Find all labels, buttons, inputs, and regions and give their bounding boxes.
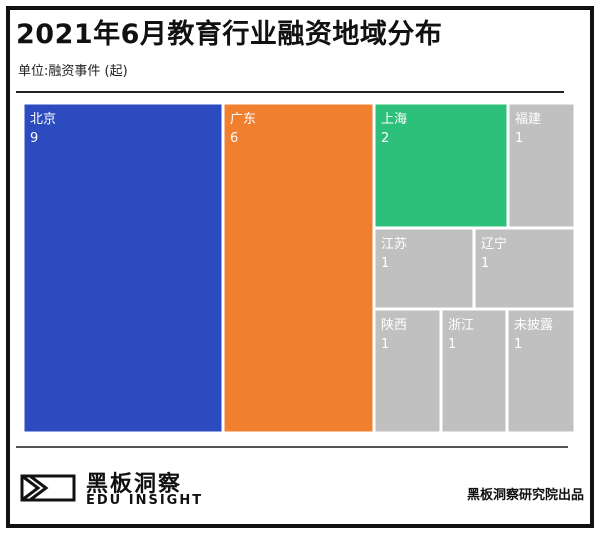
treemap-label-liaoning: 辽宁 [481,236,507,252]
treemap-cell-zhejiang [441,309,507,433]
treemap-label-jiangsu: 江苏 [381,236,407,252]
treemap-label-zhejiang: 浙江 [448,318,474,333]
treemap-value-shaanxi: 1 [381,337,389,352]
treemap-value-undisclosed: 1 [514,337,522,352]
treemap-value-zhejiang: 1 [448,337,456,352]
treemap-cell-jiangsu [374,228,474,309]
treemap-cell-guangdong [223,103,374,433]
treemap-cell-undisclosed [507,309,575,433]
treemap-label-beijing: 北京 [30,112,56,127]
treemap-label-shaanxi: 陕西 [381,318,407,333]
treemap-label-fujian: 福建 [515,112,541,127]
treemap-cell-shaanxi [374,309,441,433]
source-credit: 黑板洞察研究院出品 [466,488,584,503]
treemap-label-guangdong: 广东 [230,112,256,127]
treemap-cell-fujian [508,103,575,228]
treemap-cell-shanghai [374,103,508,228]
treemap-cell-liaoning [474,228,575,309]
footer-divider [16,446,568,448]
treemap-value-jiangsu: 1 [381,256,389,271]
treemap-value-shanghai: 2 [381,131,389,146]
brand-logo-icon [20,474,76,502]
treemap-value-guangdong: 6 [230,131,238,146]
title-divider [16,91,564,93]
brand-name-cn: 黑板洞察 [86,472,183,497]
treemap-label-shanghai: 上海 [381,112,407,127]
chart-title: 2021年6月教育行业融资地域分布 [16,19,443,50]
treemap-cell-beijing [23,103,223,433]
treemap-value-liaoning: 1 [481,256,489,271]
treemap-value-beijing: 9 [30,131,38,146]
treemap-value-fujian: 1 [515,131,523,146]
chart-unit-subtitle: 单位:融资事件 (起) [18,64,128,79]
treemap-label-undisclosed: 未披露 [514,318,553,333]
brand-name-en: EDU INSIGHT [86,493,204,508]
